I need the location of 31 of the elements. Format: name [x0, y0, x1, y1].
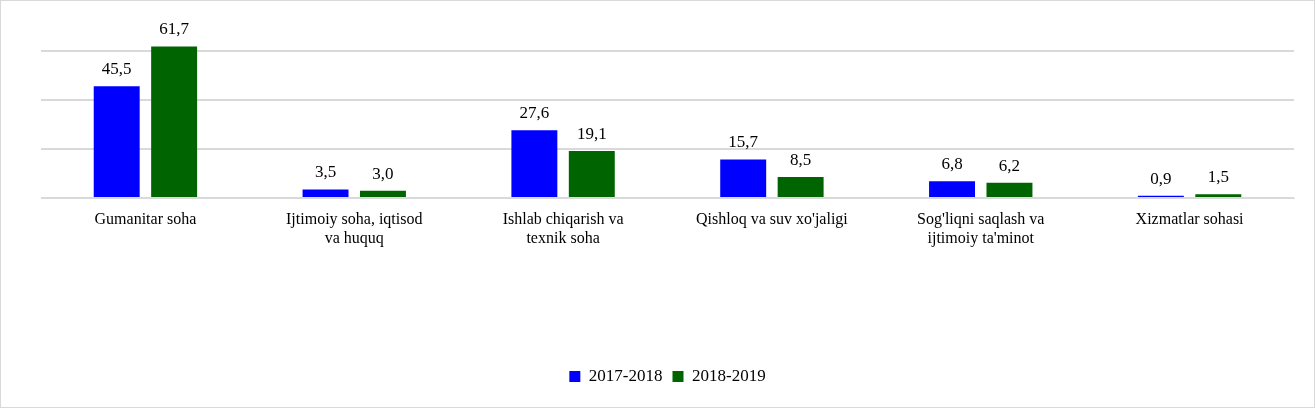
bar: [568, 151, 615, 197]
legend-label: 2017-2018: [588, 365, 663, 385]
data-label: 19,1: [576, 124, 607, 144]
x-tick-label: Sog'liqni saqlash va ijtimoiy ta'minot: [917, 209, 1045, 247]
data-label: 6,2: [998, 155, 1021, 175]
data-label: 0,9: [1150, 168, 1172, 188]
data-label: 3,0: [372, 163, 394, 183]
data-label: 27,6: [519, 103, 550, 123]
bar: [929, 181, 976, 197]
bar: [1195, 194, 1242, 197]
bar: [720, 159, 767, 197]
x-tick-label: Ijtimoiy soha, iqtisod va huquq: [286, 209, 423, 247]
data-label: 45,5: [101, 59, 132, 79]
bar: [511, 130, 558, 197]
x-tick-label: Xizmatlar sohasi: [1135, 209, 1245, 227]
data-label: 15,7: [728, 132, 759, 152]
data-label: 6,8: [941, 154, 963, 174]
x-tick-label: Gumanitar soha: [94, 209, 197, 227]
bar: [777, 177, 824, 197]
bar: [986, 182, 1033, 197]
x-tick-label: Ishlab chiqarish va texnik soha: [502, 209, 624, 246]
data-label: 3,5: [314, 162, 337, 182]
bar: [302, 189, 349, 197]
data-label: 8,5: [790, 150, 812, 170]
x-tick-label: Qishloq va suv xo'jaligi: [696, 209, 849, 228]
bar: [359, 190, 406, 197]
legend-label: 2018-2019: [692, 365, 766, 385]
bar: [151, 46, 198, 197]
data-label: 61,7: [159, 19, 190, 39]
bar: [93, 86, 140, 197]
data-label: 1,5: [1207, 167, 1229, 187]
